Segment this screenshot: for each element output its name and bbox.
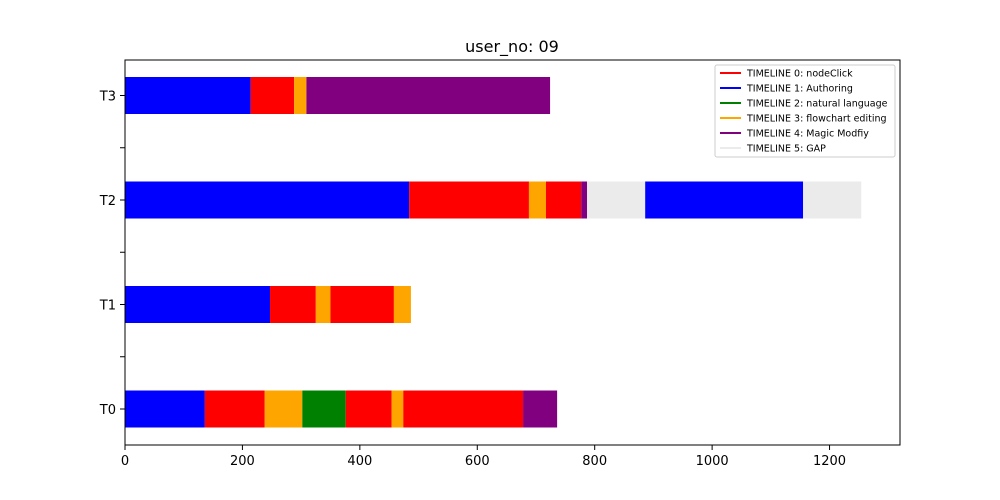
bar-segment-t2-5 (587, 181, 646, 219)
legend-label: TIMELINE 1: Authoring (746, 84, 853, 95)
y-axis-ticks: T0 T1 T2 T3 (99, 90, 125, 418)
legend-label: TIMELINE 5: GAP (746, 144, 826, 155)
bar-segment-t0-7 (523, 390, 558, 428)
bar-segment-t2-7 (803, 181, 862, 219)
legend-label: TIMELINE 4: Magic Modfiy (746, 129, 869, 140)
bar-segment-t3-3 (306, 77, 551, 114)
bar-segment-t1-0 (125, 286, 271, 323)
legend-label: TIMELINE 3: flowchart editing (746, 114, 887, 125)
y-tick-label: T1 (99, 299, 116, 314)
legend-label: TIMELINE 0: nodeClick (746, 69, 853, 80)
bar-segment-t2-3 (545, 181, 582, 219)
bar-segment-t1-4 (393, 286, 411, 323)
bar-segment-t3-1 (250, 77, 295, 114)
x-tick-label: 400 (347, 454, 372, 469)
bar-segments (125, 77, 862, 428)
y-tick-label: T2 (99, 194, 116, 209)
x-tick-label: 1200 (813, 454, 846, 469)
bar-segment-t2-0 (125, 181, 410, 219)
y-tick-label: T0 (99, 403, 116, 418)
legend-box (714, 64, 896, 158)
bar-segment-t2-2 (528, 181, 546, 219)
bar-segment-t3-2 (294, 77, 307, 114)
legend: TIMELINE 0: nodeClick TIMELINE 1: Authori… (714, 64, 896, 158)
bar-segment-t0-2 (264, 390, 303, 428)
bar-segment-t2-4 (581, 181, 588, 219)
y-tick-label: T3 (99, 90, 116, 105)
chart-title: user_no: 09 (465, 37, 559, 57)
x-tick-label: 600 (465, 454, 490, 469)
bar-segment-t0-4 (345, 390, 392, 428)
bar-segment-t2-1 (409, 181, 529, 219)
x-axis-ticks: 0 200 400 600 800 1000 1200 (121, 445, 846, 469)
bar-segment-t1-2 (315, 286, 331, 323)
x-tick-label: 200 (230, 454, 255, 469)
bar-segment-t0-3 (302, 390, 346, 428)
x-tick-label: 1000 (696, 454, 729, 469)
bar-segment-t0-0 (125, 390, 205, 428)
x-tick-label: 0 (121, 454, 129, 469)
bar-segment-t1-3 (330, 286, 394, 323)
bar-segment-t2-6 (645, 181, 804, 219)
x-tick-label: 800 (582, 454, 607, 469)
bar-segment-t0-1 (204, 390, 265, 428)
bar-segment-t3-0 (125, 77, 251, 114)
bar-segment-t0-5 (391, 390, 404, 428)
bar-segment-t0-6 (403, 390, 524, 428)
legend-label: TIMELINE 2: natural language (746, 99, 888, 110)
bar-segment-t1-1 (270, 286, 316, 323)
